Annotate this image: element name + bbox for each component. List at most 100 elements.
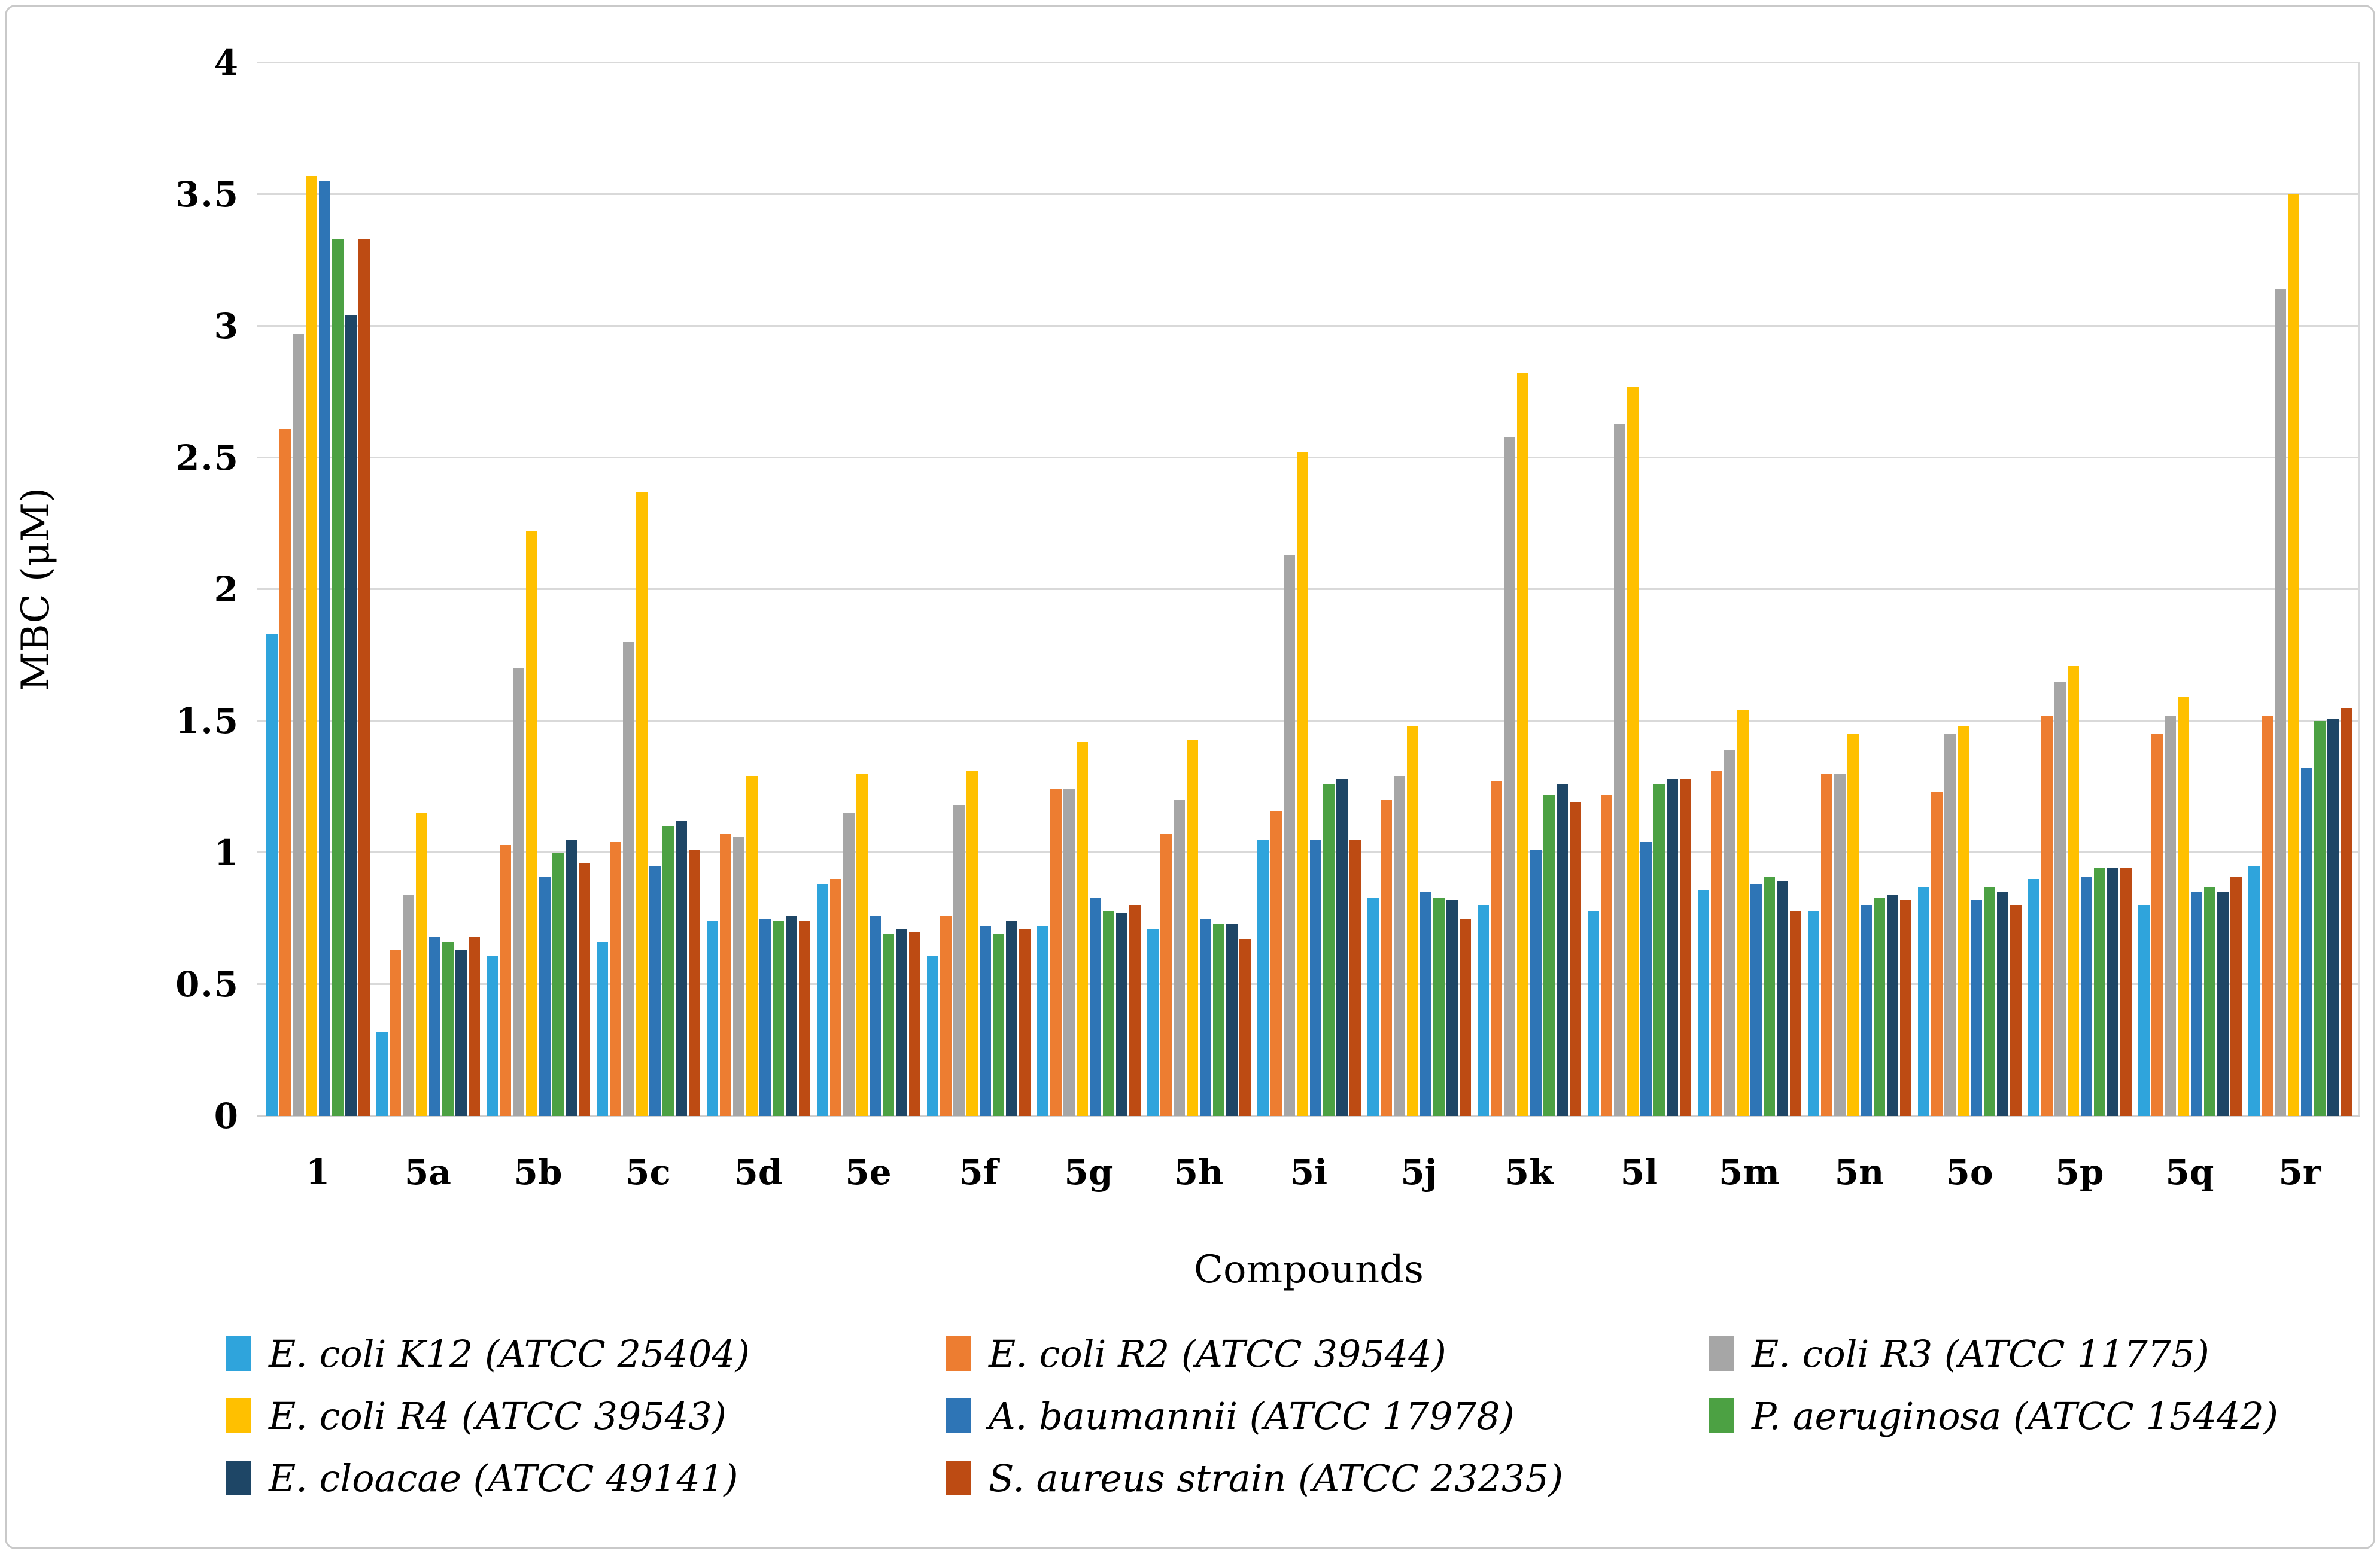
bar — [1076, 742, 1088, 1116]
bar — [1627, 387, 1639, 1116]
bar — [636, 492, 648, 1116]
bar — [1212, 923, 1224, 1116]
y-tick-label: 2.5 — [175, 437, 239, 478]
legend-swatch — [946, 1336, 971, 1371]
x-tick-label: 5c — [625, 1152, 671, 1193]
legend-swatch — [946, 1461, 971, 1495]
legend-item: E. coli R3 (ATCC 11775) — [1709, 1327, 2308, 1380]
bar — [499, 844, 511, 1116]
bar — [979, 926, 991, 1116]
bar — [1283, 555, 1295, 1116]
bar-groups — [257, 63, 2360, 1116]
y-tick-label: 1.5 — [175, 701, 239, 741]
bar — [428, 936, 440, 1116]
x-axis-labels: 1 5a 5b 5c 5d 5e 5f 5g 5h 5i 5j 5k 5l 5m 5n 5o 5p 5q 5r — [257, 1152, 2360, 1193]
bar — [2340, 708, 2352, 1116]
bar — [512, 668, 524, 1116]
bar-group-5e — [816, 63, 920, 1116]
bar — [2248, 866, 2260, 1116]
bar — [1763, 876, 1775, 1116]
bar — [1036, 926, 1048, 1116]
bar — [2177, 697, 2189, 1116]
bar — [2274, 289, 2286, 1116]
bar — [1270, 810, 1282, 1116]
bar — [2203, 887, 2215, 1116]
bar — [1944, 734, 1956, 1116]
bar-group-5h — [1147, 63, 1251, 1116]
bar — [318, 181, 330, 1116]
bar — [332, 239, 344, 1116]
bar — [1600, 795, 1612, 1116]
bar — [1957, 726, 1969, 1116]
bar — [1406, 726, 1418, 1116]
bar — [895, 929, 907, 1116]
bar — [2138, 905, 2150, 1116]
legend-label: E. coli R4 (ATCC 39543) — [269, 1394, 727, 1438]
bar — [2107, 868, 2118, 1116]
bar — [1160, 834, 1172, 1116]
bar-group-5l — [1587, 63, 1691, 1116]
bar-group-5q — [2138, 63, 2242, 1116]
x-tick-label: 5m — [1719, 1152, 1780, 1193]
x-tick-label: 5o — [1946, 1152, 1993, 1193]
y-tick-label: 3.5 — [175, 174, 239, 215]
bar — [706, 921, 718, 1116]
bar — [2327, 718, 2339, 1116]
bar — [1737, 710, 1749, 1116]
bar-group-5a — [376, 63, 480, 1116]
bar — [376, 1032, 388, 1116]
bar — [1380, 800, 1392, 1116]
bar — [2080, 876, 2092, 1116]
legend-label: E. coli R2 (ATCC 39544) — [989, 1331, 1446, 1376]
bar — [1393, 776, 1405, 1116]
legend-item: E. coli R2 (ATCC 39544) — [946, 1327, 1709, 1380]
bar — [1789, 910, 1801, 1116]
bar — [552, 853, 564, 1116]
x-tick-label: 1 — [305, 1152, 330, 1193]
bar — [292, 334, 304, 1116]
legend-label: S. aureus strain (ATCC 23235) — [989, 1456, 1564, 1500]
bar — [1886, 895, 1898, 1116]
legend-item: A. baumannii (ATCC 17978) — [946, 1389, 1709, 1442]
bar — [1983, 887, 1995, 1116]
bar-group-5n — [1807, 63, 1911, 1116]
bar — [1873, 897, 1885, 1116]
bar — [2217, 892, 2229, 1116]
bar-group-1 — [266, 63, 370, 1116]
bar — [486, 955, 498, 1116]
x-tick-label: 5g — [1064, 1152, 1113, 1193]
bar — [1640, 842, 1652, 1116]
bar — [596, 942, 608, 1116]
bar — [1724, 750, 1735, 1116]
x-tick-label: 5b — [513, 1152, 563, 1193]
bar — [746, 776, 758, 1116]
y-axis-labels: 0 0.5 1 1.5 2 2.5 3 3.5 4 — [0, 42, 239, 1136]
bar — [940, 916, 952, 1116]
x-tick-label: 5l — [1620, 1152, 1658, 1193]
bar — [2028, 879, 2039, 1116]
x-tick-label: 5k — [1504, 1152, 1554, 1193]
legend-item: E. coli R4 (ATCC 39543) — [226, 1389, 946, 1442]
bar — [772, 921, 784, 1116]
bar — [1820, 774, 1832, 1116]
bar — [1199, 919, 1211, 1116]
bar — [1899, 900, 1911, 1116]
bar — [609, 842, 621, 1116]
x-tick-label: 5e — [845, 1152, 892, 1193]
bar — [798, 921, 810, 1116]
y-tick-label: 0 — [214, 1096, 239, 1136]
bar — [1367, 897, 1379, 1116]
legend-item: P. aeruginosa (ATCC 15442) — [1709, 1389, 2308, 1442]
bar — [1776, 881, 1788, 1116]
y-tick-label: 1 — [214, 832, 239, 873]
bar — [1996, 892, 2008, 1116]
bar — [1050, 789, 1062, 1116]
bar — [2151, 734, 2163, 1116]
bar — [1186, 739, 1198, 1116]
bar — [565, 840, 577, 1116]
legend: E. coli K12 (ATCC 25404) E. coli R2 (ATCC… — [226, 1327, 2308, 1504]
bar — [1239, 939, 1251, 1116]
bar — [1420, 892, 1431, 1116]
bar — [578, 863, 590, 1116]
x-tick-label: 5i — [1290, 1152, 1328, 1193]
